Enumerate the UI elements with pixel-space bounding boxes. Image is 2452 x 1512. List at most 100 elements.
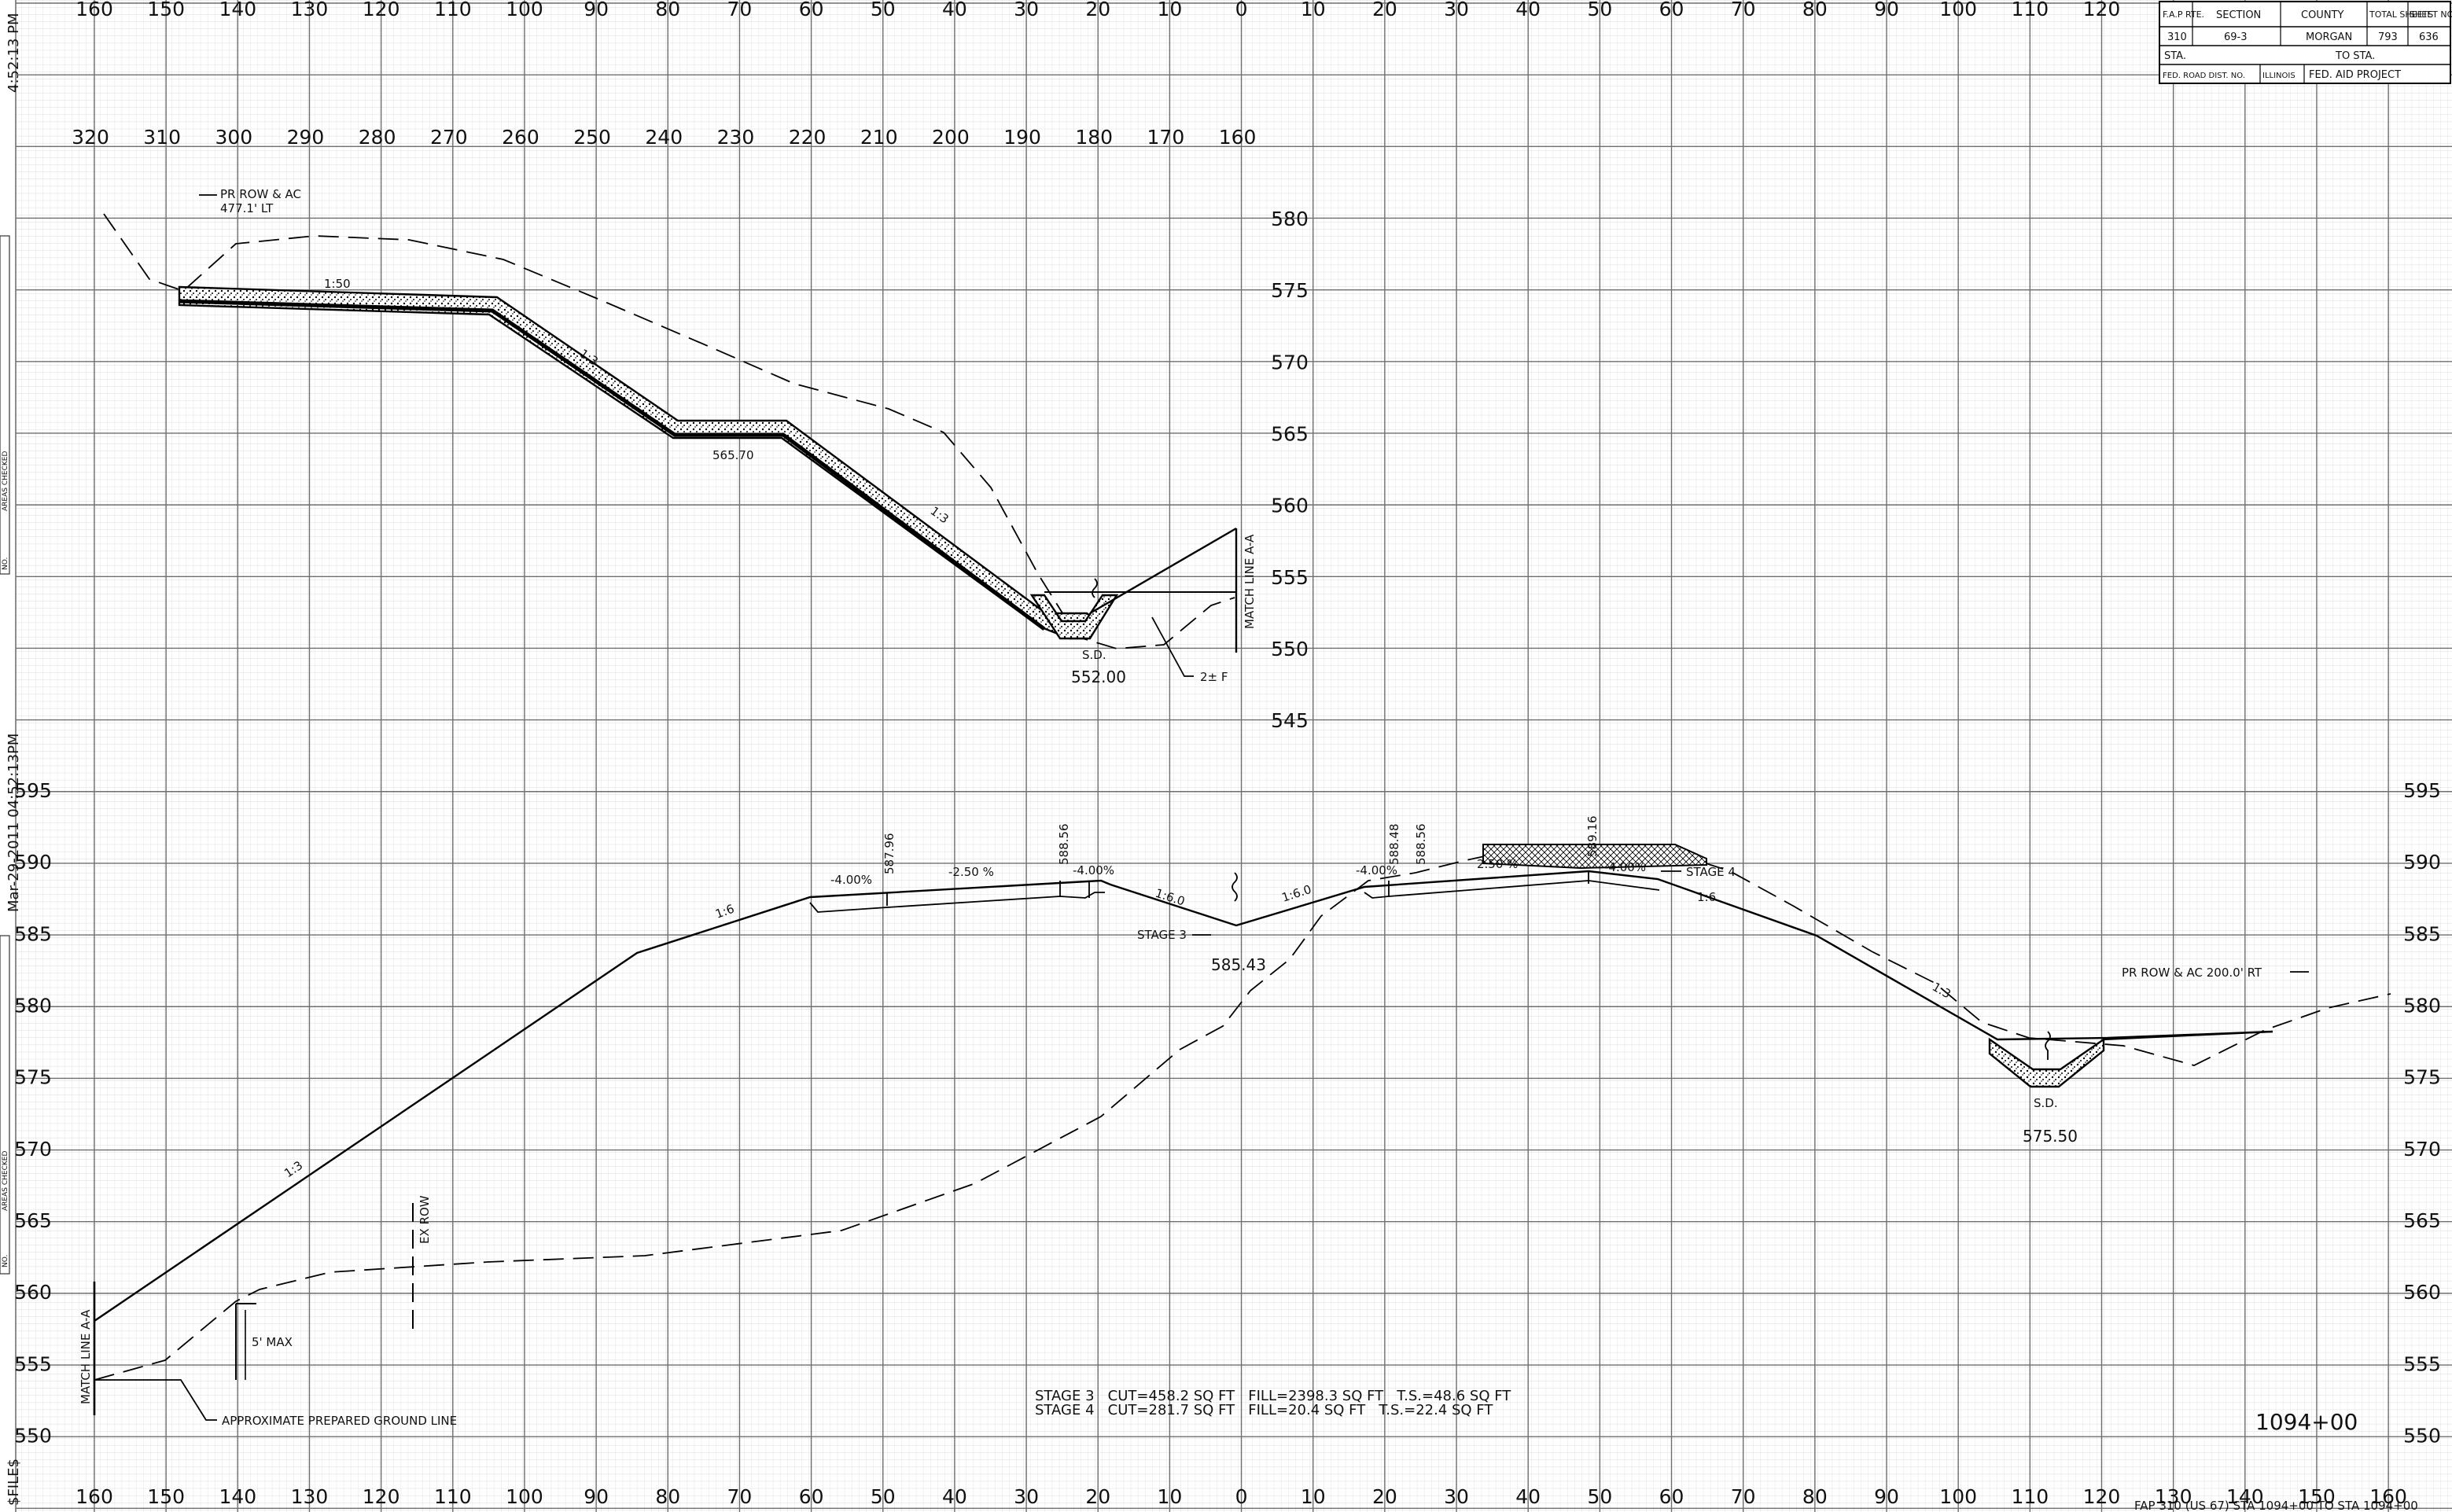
bottom-station-label: 120: [363, 1485, 400, 1508]
lower-ground-note: APPROXIMATE PREPARED GROUND LINE: [222, 1414, 457, 1428]
tb-state: ILLINOIS: [2262, 72, 2296, 80]
lower-ditch-backslope: [2103, 1030, 2273, 1041]
top-station-label: 60: [799, 0, 824, 20]
upper-bench-elev: 565.70: [712, 448, 754, 462]
top-station-label: 20: [1085, 0, 1110, 20]
upper-cross-section: PR ROW & AC 477.1' LT 1:50 1:3 1:3 565.7…: [103, 187, 1257, 686]
tb-fed-road-dist: FED. ROAD DIST. NO.: [2163, 72, 2245, 80]
check-tab-top-areas: AREAS CHECKED: [2, 451, 9, 511]
bottom-station-label: 160: [75, 1485, 113, 1508]
bottom-station-label: 0: [1235, 1485, 1248, 1508]
lower-max-note: 5' MAX: [252, 1335, 293, 1349]
lower-elevation-right-label: 585: [2403, 922, 2441, 945]
top-station-label: 150: [147, 0, 185, 20]
lower-elev-3: 588.48: [1387, 824, 1401, 866]
top-station-label: 110: [434, 0, 472, 20]
major-grid: [16, 0, 2452, 1512]
bottom-station-label: 60: [1659, 1485, 1684, 1508]
lower-elev-2: 588.56: [1057, 824, 1071, 866]
lower-grade-3: -4.00%: [1073, 863, 1114, 877]
bottom-station-label: 110: [2011, 1485, 2049, 1508]
top-station-label: 30: [1444, 0, 1469, 20]
upper-station-label: 180: [1075, 126, 1113, 149]
upper-ditch: [1029, 594, 1119, 640]
bottom-station-label: 30: [1014, 1485, 1039, 1508]
lower-pr-row-rt: PR ROW & AC 200.0' RT: [2122, 966, 2262, 980]
bottom-station-label: 160: [2369, 1485, 2407, 1508]
top-station-label: 140: [219, 0, 256, 20]
quantities-line-2: STAGE 4 CUT=281.7 SQ FT FILL=20.4 SQ FT …: [1035, 1402, 1493, 1418]
top-station-label: 80: [1802, 0, 1828, 20]
lower-slope-16-right: 1:6: [1697, 890, 1716, 904]
top-station-label: 160: [75, 0, 113, 20]
top-station-label: 90: [1874, 0, 1899, 20]
bottom-station-label: 150: [147, 1485, 185, 1508]
lower-elev-5: 589.16: [1585, 816, 1600, 858]
upper-elevation-label: 570: [1271, 351, 1309, 373]
bottom-station-label: 40: [1515, 1485, 1541, 1508]
lower-ex-row: EX ROW: [418, 1195, 432, 1244]
bottom-station-label: 50: [1587, 1485, 1612, 1508]
top-station-label: 50: [1587, 0, 1612, 20]
bottom-station-label: 70: [1731, 1485, 1756, 1508]
upper-elevation-label: 580: [1271, 208, 1309, 230]
lower-elev-1: 587.96: [882, 833, 896, 875]
tb-v-section: 69-3: [2224, 31, 2248, 43]
tb-sta: STA.: [2164, 50, 2186, 62]
footer-project: FAP 310 (US 67) STA 1094+00 TO STA 1094+…: [2134, 1499, 2418, 1512]
top-station-label: 10: [1157, 0, 1182, 20]
bottom-station-label: 80: [1802, 1485, 1828, 1508]
check-tab-top-no: NO.: [2, 557, 9, 570]
lower-stage4-label: STAGE 4: [1686, 865, 1736, 879]
bottom-station-label: 10: [1157, 1485, 1182, 1508]
upper-station-label: 250: [573, 126, 611, 149]
top-station-label: 110: [2011, 0, 2049, 20]
upper-station-label: 320: [72, 126, 109, 149]
lower-grade-1: -4.00%: [830, 873, 872, 887]
bottom-station-label: 40: [942, 1485, 967, 1508]
tb-h-county: COUNTY: [2301, 9, 2343, 21]
minor-grid: [16, 0, 2452, 1512]
bottom-station-label: 140: [219, 1485, 256, 1508]
lower-elevation-left-label: 550: [14, 1424, 52, 1447]
lower-centerline-icon: [1232, 872, 1238, 902]
bottom-station-label: 140: [2226, 1485, 2264, 1508]
upper-station-label: 310: [143, 126, 181, 149]
upper-station-label: 280: [359, 126, 396, 149]
lower-elevation-left-label: 580: [14, 994, 52, 1017]
lower-existing-ground: [94, 847, 2391, 1381]
files-variable: $FILE$: [6, 1459, 22, 1506]
bottom-station-label: 20: [1085, 1485, 1110, 1508]
lower-match-line-label: MATCH LINE A-A: [79, 1309, 93, 1404]
tb-h-section: SECTION: [2216, 9, 2261, 21]
upper-elevation-label: 565: [1271, 422, 1309, 445]
top-station-label: 120: [363, 0, 400, 20]
lower-elev-4: 588.56: [1414, 824, 1428, 866]
tb-v-fap: 310: [2167, 31, 2187, 43]
lower-ground-note-leader: [94, 1379, 217, 1421]
lower-right-ditch-flow-icon: [2045, 1031, 2051, 1060]
bottom-station-label: 50: [871, 1485, 896, 1508]
upper-station-label: 230: [717, 126, 755, 149]
lower-grade-4: -4.00%: [1356, 863, 1397, 877]
upper-station-label: 260: [502, 126, 539, 149]
upper-elevation-label: 555: [1271, 566, 1309, 589]
upper-ditch-elev: 552.00: [1071, 668, 1126, 686]
upper-subgrade: [179, 299, 1046, 631]
top-station-label: 70: [727, 0, 753, 20]
upper-fill-leader: [1151, 616, 1194, 677]
bottom-station-label: 120: [2083, 1485, 2121, 1508]
upper-station-label: 270: [430, 126, 468, 149]
lower-elevation-right-label: 580: [2403, 994, 2441, 1017]
upper-elevation-label: 550: [1271, 638, 1309, 660]
axis-labels: 160 150 140 130 120 110 100 90 80 70 60 50 40 30 20 10 0…: [14, 0, 2441, 1508]
top-station-label: 0: [1235, 0, 1248, 20]
lower-pavement-ticks: [886, 871, 1589, 906]
top-station-label: 130: [291, 0, 329, 20]
upper-match-line-label: MATCH LINE A-A: [1243, 534, 1257, 629]
top-station-label: 100: [1939, 0, 1977, 20]
check-tab-bottom-no: NO.: [2, 1255, 9, 1267]
tb-v-total: 793: [2378, 31, 2398, 43]
bottom-station-label: 90: [584, 1485, 609, 1508]
